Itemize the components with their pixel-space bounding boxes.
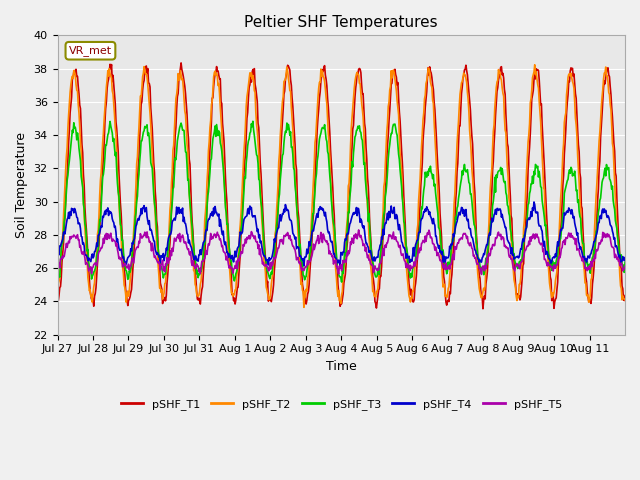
pSHF_T4 — [225, 254, 232, 260]
pSHF_T3 — [249, 119, 257, 124]
pSHF_T5 — [621, 264, 629, 269]
pSHF_T4 — [530, 199, 538, 205]
pSHF_T2 — [274, 182, 282, 188]
pSHF_T1 — [54, 297, 61, 303]
pSHF_T1 — [275, 189, 283, 195]
Line: pSHF_T3: pSHF_T3 — [58, 121, 625, 282]
pSHF_T1 — [177, 60, 185, 66]
X-axis label: Time: Time — [326, 360, 356, 373]
pSHF_T3 — [225, 237, 232, 243]
pSHF_T3 — [401, 231, 409, 237]
pSHF_T2 — [433, 161, 440, 167]
pSHF_T1 — [479, 306, 487, 312]
pSHF_T5 — [355, 227, 362, 233]
pSHF_T1 — [401, 208, 408, 214]
Line: pSHF_T4: pSHF_T4 — [58, 202, 625, 266]
pSHF_T4 — [120, 257, 128, 263]
pSHF_T2 — [621, 297, 629, 303]
pSHF_T5 — [401, 258, 408, 264]
pSHF_T2 — [531, 62, 539, 68]
Y-axis label: Soil Temperature: Soil Temperature — [15, 132, 28, 238]
pSHF_T5 — [433, 247, 440, 253]
Line: pSHF_T2: pSHF_T2 — [58, 65, 625, 307]
pSHF_T5 — [477, 272, 485, 277]
pSHF_T2 — [120, 282, 128, 288]
pSHF_T2 — [300, 304, 308, 310]
pSHF_T2 — [253, 121, 260, 127]
pSHF_T4 — [54, 253, 61, 259]
pSHF_T2 — [54, 294, 61, 300]
Title: Peltier SHF Temperatures: Peltier SHF Temperatures — [244, 15, 438, 30]
pSHF_T4 — [336, 263, 344, 269]
pSHF_T3 — [275, 196, 283, 202]
pSHF_T4 — [274, 225, 282, 231]
pSHF_T3 — [433, 204, 441, 210]
pSHF_T5 — [120, 262, 128, 267]
pSHF_T1 — [225, 244, 233, 250]
pSHF_T3 — [54, 272, 61, 277]
pSHF_T3 — [120, 259, 128, 264]
pSHF_T3 — [253, 153, 261, 159]
pSHF_T5 — [274, 245, 282, 251]
Line: pSHF_T5: pSHF_T5 — [58, 230, 625, 275]
pSHF_T1 — [120, 265, 128, 271]
pSHF_T4 — [253, 224, 260, 229]
pSHF_T3 — [338, 279, 346, 285]
pSHF_T3 — [621, 259, 629, 265]
pSHF_T5 — [253, 239, 260, 245]
pSHF_T4 — [401, 245, 408, 251]
pSHF_T5 — [225, 262, 232, 267]
pSHF_T4 — [433, 233, 440, 239]
Line: pSHF_T1: pSHF_T1 — [58, 63, 625, 309]
pSHF_T5 — [54, 266, 61, 272]
pSHF_T2 — [401, 234, 408, 240]
pSHF_T1 — [253, 99, 261, 105]
Legend: pSHF_T1, pSHF_T2, pSHF_T3, pSHF_T4, pSHF_T5: pSHF_T1, pSHF_T2, pSHF_T3, pSHF_T4, pSHF… — [116, 394, 566, 414]
pSHF_T1 — [433, 134, 440, 140]
pSHF_T4 — [621, 255, 629, 261]
pSHF_T2 — [225, 252, 232, 257]
pSHF_T1 — [621, 293, 629, 299]
Text: VR_met: VR_met — [69, 45, 112, 56]
